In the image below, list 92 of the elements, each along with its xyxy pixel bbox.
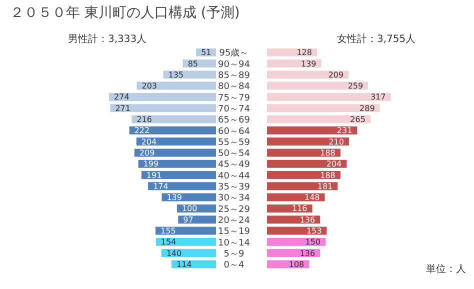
y-tick-label: 30～34	[218, 194, 250, 204]
y-tick-label: 50～54	[218, 149, 250, 160]
text: 単位：人	[426, 263, 466, 276]
data-label: 204	[141, 137, 157, 146]
y-tick-label: 65～69	[218, 116, 250, 126]
data-label: 174	[153, 182, 168, 191]
y-tick-label: 20～24	[218, 216, 250, 226]
bar	[155, 226, 216, 235]
data-label: 210	[328, 137, 344, 146]
data-label: 216	[136, 115, 152, 124]
bar	[148, 182, 216, 190]
data-label: 274	[114, 92, 130, 102]
bar	[109, 92, 216, 101]
bar	[267, 238, 326, 246]
y-tick-label: 55～59	[218, 138, 250, 148]
data-label: 191	[146, 170, 162, 180]
data-label: 155	[160, 226, 176, 236]
data-label: 140	[166, 248, 182, 258]
bar	[141, 170, 216, 179]
bar	[267, 126, 358, 134]
bar	[162, 193, 216, 202]
data-label: 85	[188, 59, 198, 68]
y-tick-label: 15～19	[218, 227, 250, 238]
chart-title: ２０５０年 東川町の人口構成 (予測)	[10, 4, 240, 22]
data-label: 153	[306, 226, 322, 236]
bar	[267, 70, 349, 79]
data-label: 204	[326, 160, 342, 169]
data-label: 148	[304, 193, 320, 202]
bar	[267, 82, 368, 90]
y-tick-label: 80～84	[218, 82, 250, 92]
data-label: 259	[348, 82, 364, 91]
y-tick-label: 40～44	[218, 171, 250, 182]
y-tick-label: 10～14	[218, 238, 250, 248]
bar	[267, 138, 349, 146]
data-label: 108	[288, 260, 304, 269]
data-label: 97	[183, 215, 194, 224]
data-label: 199	[143, 160, 159, 169]
data-label: 188	[320, 170, 336, 180]
data-label: 135	[168, 70, 184, 80]
y-tick-label: 95歳～	[219, 48, 249, 59]
data-label: 188	[320, 148, 336, 158]
bar	[267, 92, 391, 101]
bar	[110, 104, 216, 112]
data-label: 136	[300, 215, 316, 224]
y-tick-label: 85～89	[218, 71, 250, 82]
data-label: 116	[292, 204, 308, 214]
data-label: 265	[350, 115, 366, 124]
bar	[134, 148, 216, 157]
data-label: 114	[176, 260, 192, 269]
y-tick-label: 75～79	[218, 93, 250, 104]
chart-subtitle: 女性計：3,755人	[337, 32, 416, 46]
y-tick-label: 25～29	[218, 204, 250, 215]
data-label: 317	[370, 92, 386, 102]
data-label: 128	[296, 48, 312, 58]
y-tick-label: 5～9	[224, 249, 244, 260]
y-tick-label: 90～94	[218, 60, 250, 70]
bar	[267, 226, 327, 235]
bar	[267, 148, 340, 157]
data-label: 181	[317, 182, 333, 191]
data-label: 150	[305, 238, 321, 247]
y-tick-label: 60～64	[218, 126, 250, 137]
bar	[267, 160, 347, 168]
data-label: 289	[360, 104, 375, 113]
chart-subtitle: 男性計：3,333人	[68, 32, 147, 46]
data-label: 209	[139, 148, 155, 158]
bar	[138, 160, 216, 168]
bar	[267, 115, 370, 124]
data-label: 203	[142, 82, 158, 91]
bar	[129, 126, 216, 134]
data-label: 231	[336, 126, 352, 136]
data-label: 271	[115, 104, 130, 113]
bar	[136, 82, 216, 90]
data-label: 139	[166, 193, 182, 202]
data-label: 100	[182, 204, 198, 214]
data-label: 154	[160, 238, 176, 247]
y-tick-label: 45～49	[218, 160, 250, 170]
bar	[132, 115, 216, 124]
data-label: 136	[300, 248, 316, 258]
data-label: 51	[201, 48, 212, 58]
data-label: 209	[328, 70, 344, 80]
bar	[156, 238, 216, 246]
y-tick-label: 0～4	[224, 260, 244, 271]
data-label: 222	[134, 126, 150, 136]
bar	[267, 104, 380, 112]
bar	[136, 138, 216, 146]
bar	[267, 170, 340, 179]
y-tick-label: 70～74	[218, 104, 250, 114]
bar	[267, 193, 325, 202]
data-label: 139	[300, 59, 316, 68]
bar	[178, 216, 216, 224]
y-tick-label: 35～39	[218, 182, 250, 193]
bar	[267, 182, 338, 190]
